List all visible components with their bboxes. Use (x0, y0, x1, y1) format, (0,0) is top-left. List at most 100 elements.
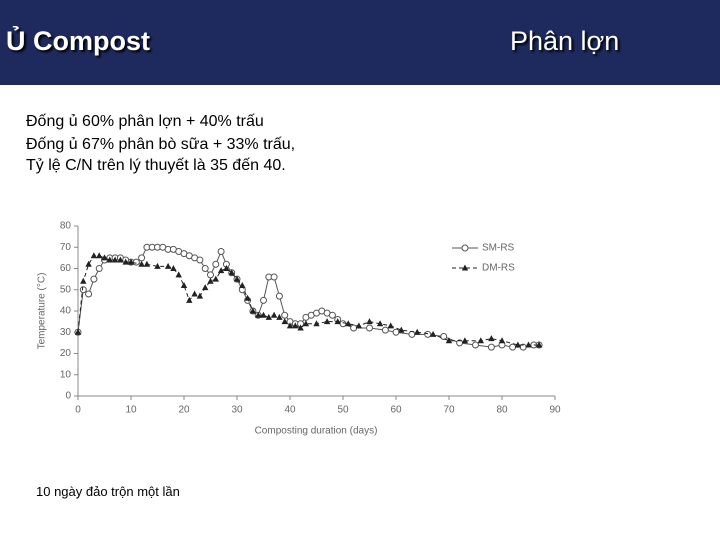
x-tick-label: 20 (178, 405, 190, 416)
data-point (328, 311, 336, 319)
data-point (90, 252, 98, 259)
data-point (366, 318, 373, 325)
data-point (323, 318, 331, 325)
legend-marker (461, 264, 469, 271)
data-point (498, 337, 506, 344)
y-tick-label: 60 (60, 263, 72, 274)
data-point (445, 337, 453, 344)
data-point (196, 292, 204, 299)
data-point (175, 271, 182, 278)
data-point (117, 256, 124, 263)
data-point (525, 341, 532, 348)
data-point (265, 313, 272, 320)
data-point (424, 330, 432, 338)
data-point (85, 260, 92, 267)
x-tick-label: 90 (549, 405, 561, 416)
data-point (260, 296, 267, 304)
x-tick-label: 10 (125, 405, 137, 416)
data-point (90, 275, 98, 283)
data-point (440, 333, 448, 340)
data-point (96, 252, 103, 259)
data-point (270, 311, 278, 318)
data-point (488, 335, 495, 342)
data-point (392, 328, 400, 336)
y-tick-label: 40 (60, 306, 72, 317)
data-point (255, 311, 262, 318)
x-tick-label: 50 (337, 405, 349, 416)
slide-title: Ủ Compost (6, 26, 150, 56)
x-tick-label: 70 (443, 405, 455, 416)
data-point (132, 258, 140, 266)
data-point (207, 271, 214, 279)
data-point (101, 254, 108, 261)
y-tick-label: 10 (60, 369, 72, 380)
note: 10 ngày đảo trộn một lần (36, 484, 180, 499)
legend-label: DM-RS (482, 263, 515, 274)
data-point (461, 337, 469, 344)
series-line (77, 255, 540, 346)
chart: Composting duration (days) Temperature (… (37, 221, 561, 437)
data-point (111, 256, 119, 263)
data-point (74, 328, 82, 335)
data-point (514, 341, 522, 348)
y-tick-label: 0 (65, 391, 71, 402)
data-point (355, 322, 363, 329)
data-point (260, 311, 267, 318)
data-point (217, 267, 225, 274)
data-point (313, 320, 320, 327)
body-text: Đống ủ 60% phân lợn + 40% trấu (26, 113, 264, 130)
data-point (164, 262, 172, 269)
x-axis-label: Composting duration (days) (255, 426, 378, 437)
slide-topic: Phân lợn (510, 26, 620, 56)
data-point (381, 326, 389, 334)
y-tick-label: 50 (60, 284, 72, 295)
data-point (281, 311, 289, 319)
data-point (339, 320, 347, 328)
data-point (366, 324, 373, 332)
data-point (535, 341, 543, 348)
x-tick-label: 80 (496, 405, 508, 416)
y-axis-label: Temperature (°C) (37, 273, 48, 350)
data-point (191, 290, 198, 297)
legend-label: SM-RS (482, 243, 515, 254)
data-point (80, 277, 87, 284)
data-point (233, 275, 241, 282)
data-point (180, 282, 188, 288)
data-point (239, 282, 246, 288)
y-tick-label: 80 (60, 221, 72, 232)
data-point (286, 322, 294, 329)
data-point (138, 254, 146, 262)
data-point (302, 320, 310, 327)
header-bar: Ủ Compost Phân lợn (0, 0, 720, 85)
data-point (376, 320, 384, 327)
data-point (201, 265, 209, 272)
data-point (276, 313, 283, 320)
data-point (281, 318, 288, 325)
legend-marker (461, 244, 469, 252)
data-point (387, 322, 394, 329)
data-point (509, 343, 517, 351)
data-point (297, 324, 304, 331)
data-point (429, 330, 437, 337)
data-point (249, 307, 257, 314)
data-point (85, 290, 93, 298)
data-point (228, 269, 235, 276)
x-tick-label: 40 (284, 405, 296, 416)
data-point (106, 256, 113, 263)
data-point (196, 256, 204, 264)
body-text: Đống ủ 67% phân bò sữa + 33% trấu, (26, 136, 296, 153)
data-point (398, 326, 405, 333)
data-point (122, 258, 129, 265)
data-point (477, 337, 484, 344)
data-point (143, 260, 151, 267)
x-tick-label: 60 (390, 405, 402, 416)
data-point (244, 294, 251, 301)
x-tick-label: 30 (231, 405, 243, 416)
data-point (345, 320, 352, 327)
data-point (154, 262, 161, 269)
data-point (127, 258, 135, 265)
data-point (270, 273, 278, 281)
data-point (217, 248, 225, 255)
data-point (292, 322, 299, 329)
